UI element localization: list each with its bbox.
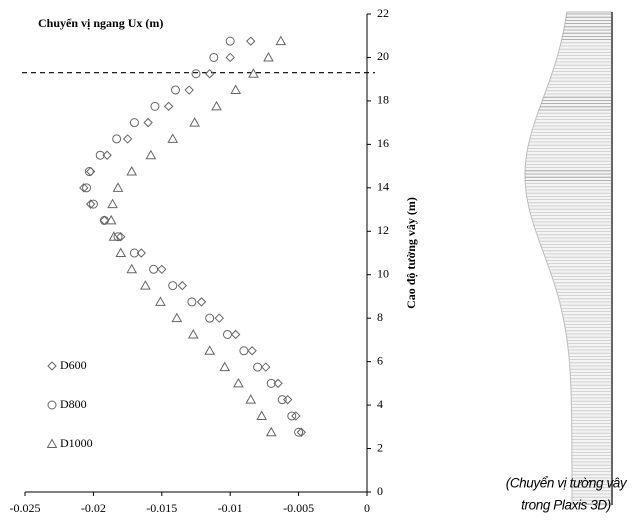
data-point — [83, 184, 91, 192]
data-point — [165, 102, 173, 110]
data-point — [276, 37, 285, 45]
data-point — [113, 135, 121, 143]
y-tick-label: 0 — [377, 484, 383, 498]
data-point — [223, 330, 231, 338]
data-point — [158, 265, 166, 273]
legend-label: D1000 — [60, 436, 93, 450]
data-point — [185, 86, 193, 94]
y-tick-label: 22 — [377, 6, 389, 20]
legend-label: D800 — [60, 397, 87, 411]
data-point — [108, 200, 117, 208]
y-tick-label: 8 — [377, 310, 383, 324]
data-point — [197, 298, 205, 306]
data-point — [168, 134, 177, 142]
data-point — [254, 363, 262, 371]
legend-label: D600 — [60, 358, 87, 372]
data-point — [210, 53, 218, 61]
data-point — [192, 70, 200, 78]
data-point — [257, 411, 266, 419]
data-point — [89, 200, 97, 208]
page: Chuyển vị ngang Ux (m) Cao độ tường vây … — [0, 0, 638, 525]
data-point — [246, 395, 255, 403]
chart-title: Chuyển vị ngang Ux (m) — [38, 16, 163, 30]
data-point — [189, 330, 198, 338]
data-point — [172, 314, 181, 322]
data-point — [150, 265, 158, 273]
data-point — [127, 265, 136, 273]
data-point — [226, 53, 234, 61]
data-point — [169, 282, 177, 290]
data-point — [278, 396, 286, 404]
data-point — [248, 347, 256, 355]
data-point — [295, 428, 303, 436]
data-point — [234, 379, 243, 387]
plaxis-diagram — [525, 12, 612, 505]
data-point — [206, 314, 214, 322]
data-point — [116, 249, 125, 257]
x-tick-label: -0.005 — [283, 501, 314, 515]
data-point — [205, 346, 214, 354]
y-tick-label: 10 — [377, 266, 389, 280]
data-point — [156, 297, 165, 305]
data-point — [220, 363, 229, 371]
y-tick-label: 12 — [377, 223, 389, 237]
caption: (Chuyển vị tường vây — [506, 476, 628, 491]
data-point — [231, 86, 240, 94]
data-point — [212, 102, 221, 110]
x-tick-label: -0.01 — [218, 501, 243, 515]
legend-marker — [48, 401, 56, 409]
data-point — [206, 70, 214, 78]
data-point — [226, 37, 234, 45]
data-point — [124, 135, 132, 143]
data-point — [144, 119, 152, 127]
y-tick-label: 14 — [377, 180, 389, 194]
y-tick-label: 18 — [377, 93, 389, 107]
x-tick-label: -0.015 — [146, 501, 177, 515]
y-tick-label: 6 — [377, 353, 383, 367]
caption: trong Plaxis 3D) — [521, 498, 611, 513]
y-tick-label: 16 — [377, 136, 389, 150]
data-point — [171, 86, 179, 94]
data-point — [267, 428, 276, 436]
data-point — [232, 330, 240, 338]
legend-marker — [48, 362, 56, 370]
data-point — [240, 347, 248, 355]
y-axis-label: Cao độ tường vây (m) — [404, 197, 418, 309]
legend-marker — [48, 440, 57, 448]
data-point — [141, 281, 150, 289]
y-tick-label: 2 — [377, 440, 383, 454]
diagram-shape — [525, 12, 612, 505]
data-point — [247, 37, 255, 45]
data-point — [151, 102, 159, 110]
figure: Chuyển vị ngang Ux (m) Cao độ tường vây … — [0, 0, 638, 525]
x-tick-label: -0.025 — [10, 501, 41, 515]
data-point — [264, 53, 273, 61]
data-point — [146, 151, 155, 159]
data-point — [190, 118, 199, 126]
y-tick-label: 20 — [377, 49, 389, 63]
data-point — [178, 282, 186, 290]
y-tick-label: 4 — [377, 397, 383, 411]
data-point — [262, 363, 270, 371]
data-point — [188, 298, 196, 306]
data-point — [215, 314, 223, 322]
data-point — [114, 183, 123, 191]
data-point — [127, 167, 136, 175]
x-tick-label: -0.02 — [81, 501, 106, 515]
x-tick-label: 0 — [364, 501, 370, 515]
data-point — [130, 119, 138, 127]
